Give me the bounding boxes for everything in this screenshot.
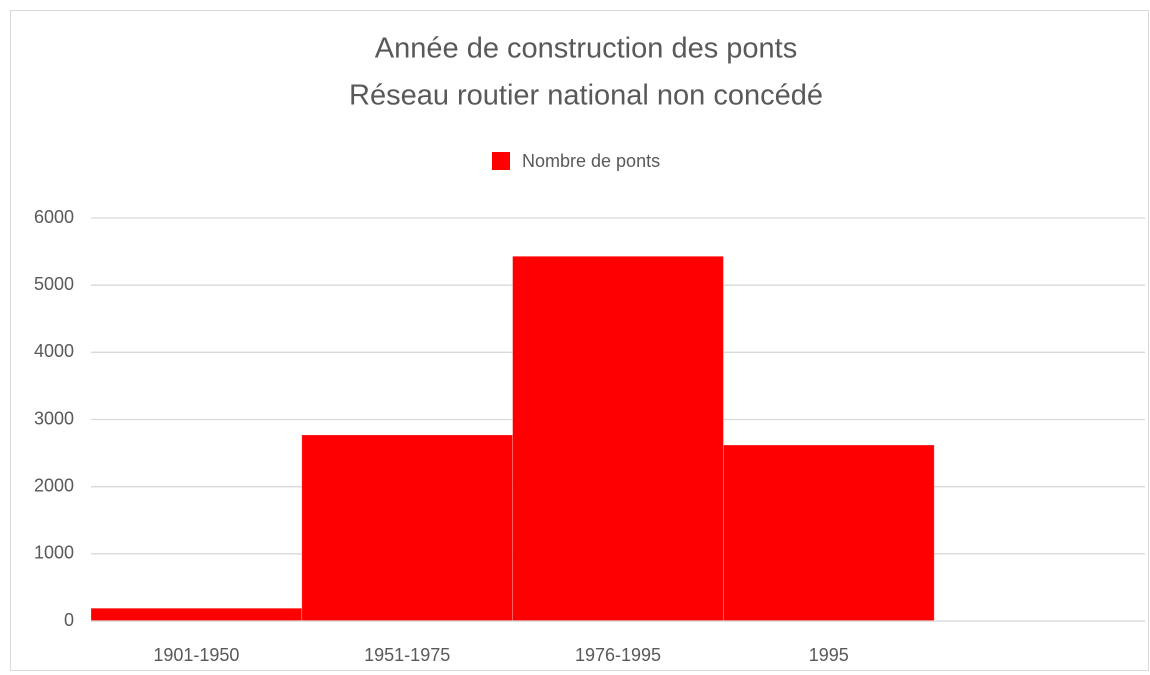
y-tick-label: 6000 — [34, 207, 74, 227]
y-tick-label: 3000 — [34, 408, 74, 428]
x-tick-label: 1995 — [809, 645, 849, 665]
chart-title: Année de construction des ponts — [375, 33, 797, 65]
chart-subtitle: Réseau routier national non concédé — [349, 80, 823, 112]
y-tick-label: 1000 — [34, 543, 74, 563]
x-tick-label: 1976-1995 — [575, 645, 661, 665]
y-tick-label: 5000 — [34, 274, 74, 294]
legend-swatch — [492, 152, 510, 170]
bar — [90, 607, 303, 622]
legend-label: Nombre de ponts — [522, 151, 660, 171]
x-tick-label: 1901-1950 — [153, 645, 239, 665]
x-tick-label: 1951-1975 — [364, 645, 450, 665]
y-tick-label: 2000 — [34, 475, 74, 495]
bar — [301, 434, 513, 622]
y-tick-label: 0 — [64, 610, 74, 630]
bar — [723, 444, 935, 622]
y-tick-label: 4000 — [34, 341, 74, 361]
bar — [512, 255, 724, 622]
